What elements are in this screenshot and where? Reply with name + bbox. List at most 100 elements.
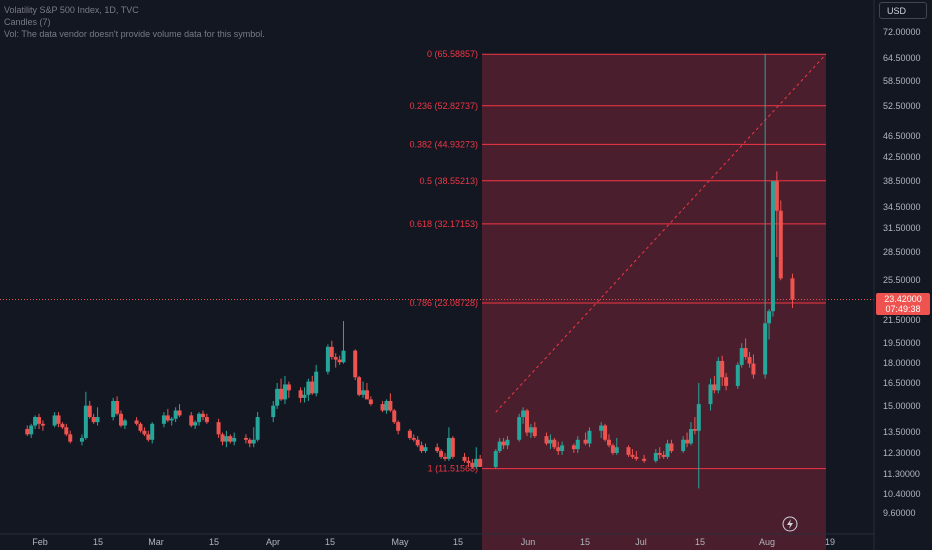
candle-body — [720, 360, 725, 378]
candle-body — [423, 447, 428, 452]
candle-body — [751, 363, 756, 375]
candle-body — [657, 452, 662, 455]
candle-body — [325, 346, 330, 372]
indicator-label[interactable]: Candles (7) — [4, 17, 51, 27]
candle-body — [411, 437, 416, 440]
candle-body — [177, 410, 182, 416]
candle-body — [193, 422, 198, 426]
candle-body — [419, 445, 424, 452]
candle-body — [115, 400, 120, 414]
candle — [169, 417, 174, 426]
price-tick-label: 10.40000 — [883, 489, 921, 499]
candle — [696, 382, 701, 489]
price-tick-label: 42.50000 — [883, 152, 921, 162]
candle — [450, 436, 455, 459]
candle — [204, 413, 209, 424]
fib-level-label: 0.786 (23.08728) — [409, 298, 478, 308]
candle-body — [255, 417, 260, 440]
candle-body — [384, 400, 389, 411]
candle — [583, 432, 588, 446]
candle-body — [767, 311, 772, 324]
candle — [790, 273, 795, 309]
candle — [724, 373, 729, 391]
candle — [587, 427, 592, 448]
candle-body — [173, 410, 178, 419]
candle-body — [333, 357, 338, 360]
candle — [606, 434, 611, 448]
candle — [599, 422, 604, 438]
candle-body — [466, 460, 471, 463]
candle — [439, 449, 444, 459]
candle-body — [587, 430, 592, 444]
time-tick-label: Jul — [635, 537, 647, 547]
candle — [478, 454, 483, 467]
candle-body — [79, 437, 84, 442]
candle — [575, 436, 580, 453]
candle-body — [232, 437, 237, 442]
candle-body — [37, 417, 41, 424]
candle — [306, 378, 311, 401]
lightning-icon[interactable] — [782, 516, 798, 532]
candle-body — [220, 434, 225, 442]
candle-body — [696, 404, 701, 431]
candle-body — [337, 359, 342, 363]
candle-body — [630, 454, 635, 457]
candle-body — [681, 439, 686, 452]
price-tick-label: 34.50000 — [883, 202, 921, 212]
candle — [669, 439, 674, 453]
candle — [630, 449, 635, 459]
candle-body — [528, 427, 533, 433]
candle — [688, 422, 693, 446]
candle-body — [247, 439, 252, 444]
chart-header: Volatility S&P 500 Index, 1D, TVC Candle… — [4, 4, 265, 40]
candle — [392, 408, 397, 424]
candle-body — [661, 454, 666, 457]
candle — [29, 423, 34, 438]
candle-body — [56, 415, 61, 424]
candle-body — [665, 443, 670, 457]
candle-body — [517, 417, 522, 440]
candle-body — [525, 410, 529, 433]
candle-body — [118, 413, 123, 426]
candle-body — [243, 437, 248, 440]
currency-button[interactable]: USD — [879, 2, 927, 19]
fib-level-label: 0.382 (44.93273) — [409, 139, 478, 149]
symbol-title[interactable]: Volatility S&P 500 Index, 1D, TVC — [4, 5, 139, 15]
candle — [415, 436, 420, 448]
time-tick-label: 15 — [325, 537, 335, 547]
candle — [735, 362, 740, 389]
volume-notice: Vol: The data vendor doesn't provide vol… — [4, 29, 265, 39]
candle — [52, 412, 57, 428]
time-tick-label: 15 — [209, 537, 219, 547]
candle-body — [83, 405, 88, 438]
candle-body — [544, 436, 549, 444]
price-tick-label: 46.50000 — [883, 131, 921, 141]
candle — [271, 400, 276, 423]
candle — [302, 387, 307, 403]
candle — [544, 432, 549, 446]
candle-body — [138, 423, 143, 431]
candle-body — [275, 388, 280, 406]
price-tick-label: 9.60000 — [883, 508, 916, 518]
candle-body — [95, 417, 100, 423]
price-tick-label: 72.00000 — [883, 27, 921, 37]
candle — [610, 443, 615, 455]
price-tick-label: 19.50000 — [883, 338, 921, 348]
candle — [560, 441, 565, 455]
candle-body — [314, 371, 319, 394]
candle-body — [279, 388, 284, 400]
candle — [368, 396, 373, 406]
candles-group — [25, 54, 795, 489]
candle — [380, 400, 385, 413]
candle-body — [642, 458, 647, 461]
candle-body — [357, 377, 362, 395]
candle-body — [575, 439, 580, 450]
candle — [279, 378, 284, 401]
candle-body — [396, 422, 401, 431]
candle-body — [474, 458, 479, 467]
candle-body — [161, 415, 166, 424]
candle — [407, 429, 412, 440]
candle — [333, 353, 338, 368]
candle-body — [610, 445, 615, 453]
